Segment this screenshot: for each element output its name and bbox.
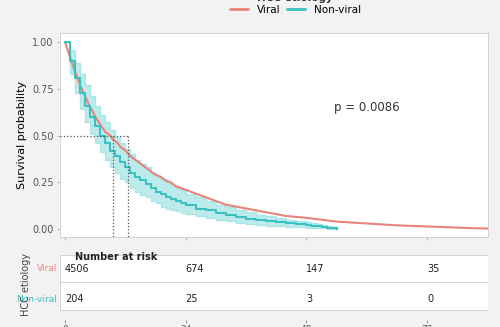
- Legend: Viral, Non-viral: Viral, Non-viral: [230, 0, 360, 15]
- Text: Number at risk: Number at risk: [75, 252, 158, 263]
- Bar: [60, 255, 488, 310]
- Text: 674: 674: [186, 264, 204, 274]
- Text: Viral: Viral: [37, 264, 58, 273]
- Text: p = 0.0086: p = 0.0086: [334, 101, 400, 114]
- Text: 147: 147: [306, 264, 325, 274]
- Text: 3: 3: [306, 294, 312, 304]
- Text: 25: 25: [186, 294, 198, 304]
- Text: 4506: 4506: [65, 264, 90, 274]
- Text: 35: 35: [427, 264, 440, 274]
- Text: 0: 0: [427, 294, 434, 304]
- Text: Non-viral: Non-viral: [16, 295, 58, 304]
- Text: 204: 204: [65, 294, 84, 304]
- Text: HCC etiology: HCC etiology: [21, 252, 31, 316]
- Y-axis label: Survival probability: Survival probability: [16, 80, 26, 189]
